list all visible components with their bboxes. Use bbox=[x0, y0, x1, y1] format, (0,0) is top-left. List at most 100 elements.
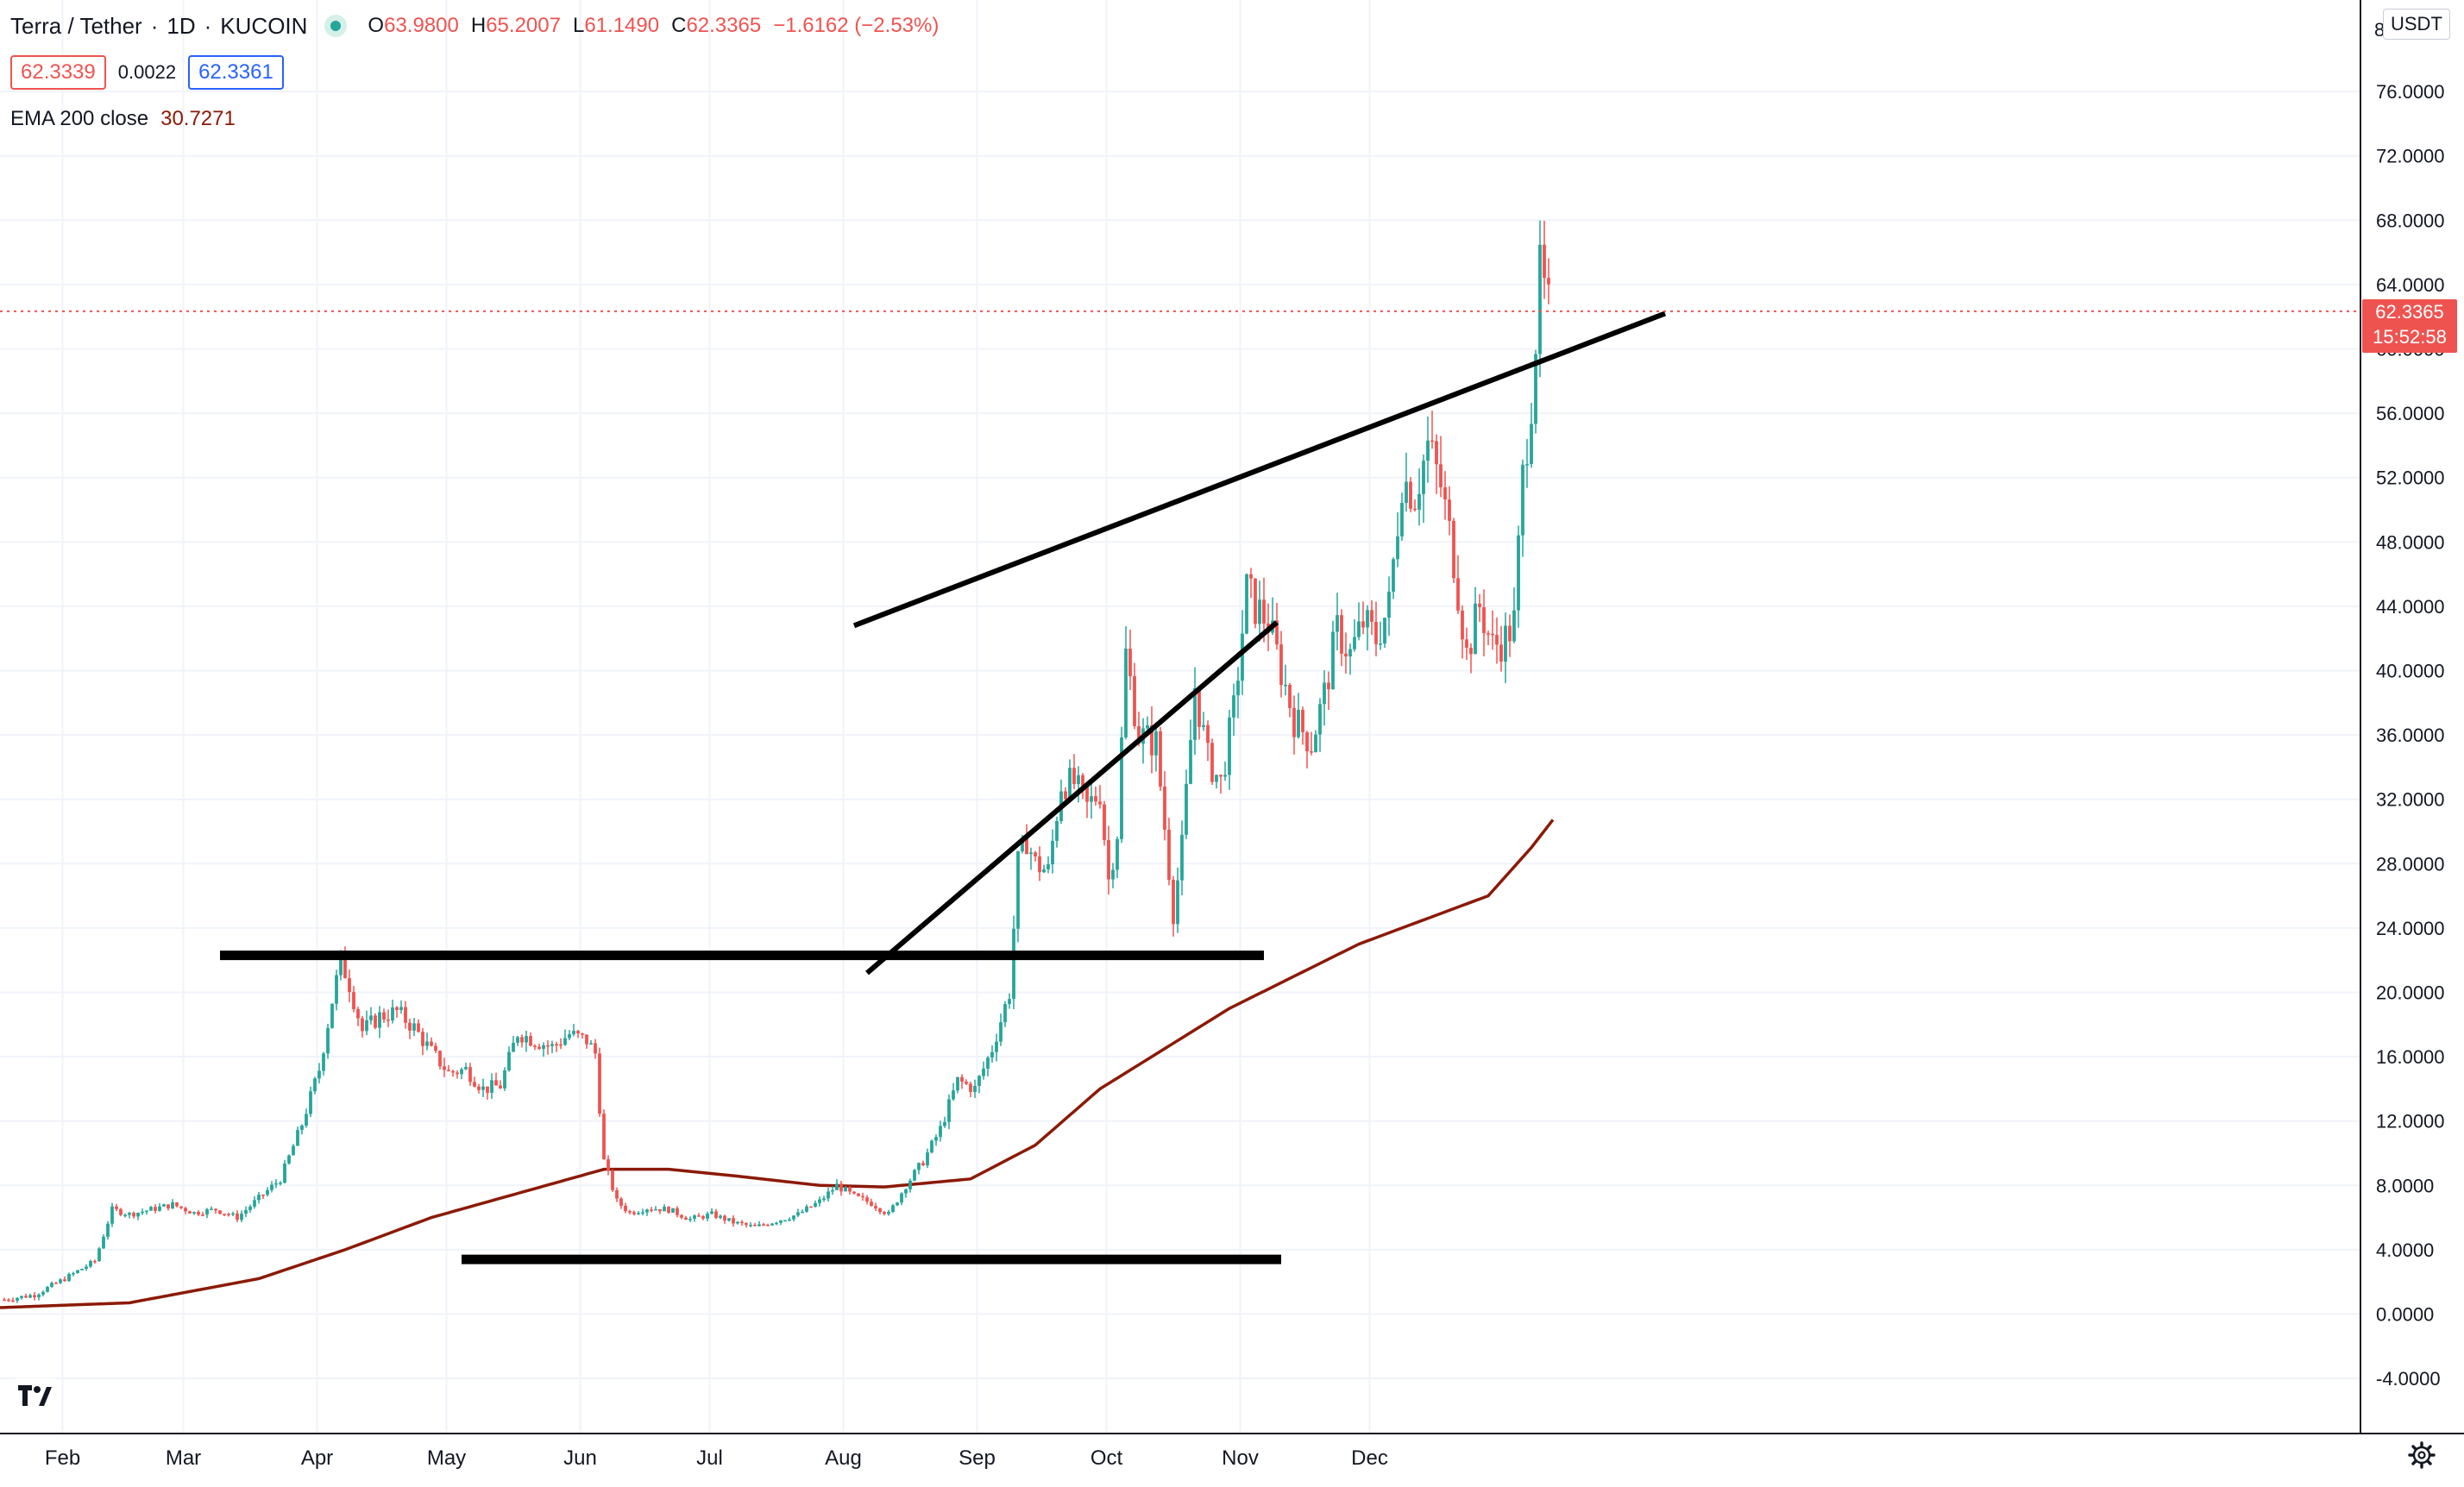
candle-body bbox=[1392, 559, 1395, 592]
candle-body bbox=[395, 1007, 399, 1010]
candle-body bbox=[796, 1212, 800, 1216]
price-tick-label: 0.0000 bbox=[2376, 1304, 2434, 1326]
candle-body bbox=[896, 1202, 899, 1206]
candle-body bbox=[253, 1200, 256, 1207]
upper-channel-trendline[interactable] bbox=[852, 311, 1667, 629]
candle-body bbox=[1154, 731, 1158, 756]
candle-body bbox=[995, 1041, 998, 1052]
candle-body bbox=[1146, 725, 1149, 729]
interval-label[interactable]: 1D bbox=[167, 12, 196, 39]
candle-body bbox=[283, 1163, 286, 1183]
price-tick-label: 72.0000 bbox=[2376, 146, 2445, 167]
candle-body bbox=[1474, 603, 1477, 655]
price-tick-label: 12.0000 bbox=[2376, 1111, 2445, 1133]
candle-body bbox=[28, 1295, 32, 1298]
time-tick-label: Aug bbox=[825, 1446, 862, 1470]
candle-body bbox=[1435, 441, 1438, 465]
price-tick-label: 16.0000 bbox=[2376, 1046, 2445, 1068]
candle-body bbox=[438, 1051, 442, 1067]
candle-body bbox=[270, 1184, 273, 1190]
candle-body bbox=[85, 1266, 88, 1270]
candle-body bbox=[637, 1213, 640, 1214]
change-value: −1.6162 (−2.53%) bbox=[773, 14, 940, 37]
chart-grid bbox=[0, 0, 2360, 1434]
low-key: L bbox=[572, 14, 585, 37]
candle-body bbox=[732, 1218, 735, 1224]
candle-body bbox=[1374, 621, 1378, 644]
ohlc-values: O63.9800 H65.2007 L61.1490 C62.3365 −1.6… bbox=[368, 14, 939, 38]
candle-body bbox=[1469, 647, 1473, 655]
candle-body bbox=[1094, 796, 1097, 802]
candle-body bbox=[317, 1070, 321, 1079]
time-tick-label: Sep bbox=[959, 1446, 996, 1470]
candle-body bbox=[154, 1207, 157, 1211]
candle-body bbox=[921, 1163, 925, 1166]
candle-body bbox=[158, 1206, 161, 1211]
gear-icon[interactable] bbox=[2407, 1440, 2436, 1470]
candle-body bbox=[934, 1137, 938, 1141]
candle-body bbox=[46, 1287, 49, 1292]
candle-body bbox=[1327, 682, 1330, 690]
price-axis[interactable]: -4.0000 0.0000 4.0000 8.0000 12.0000 16.0000 2… bbox=[2360, 0, 2445, 1434]
candle-body bbox=[89, 1260, 92, 1267]
indicator-name[interactable]: EMA 200 close bbox=[10, 107, 149, 130]
buy-price-button[interactable]: 62.3361 bbox=[188, 55, 284, 90]
candle-body bbox=[697, 1215, 701, 1217]
candle-body bbox=[175, 1202, 179, 1207]
candle-body bbox=[1361, 621, 1365, 628]
currency-unit-button[interactable]: USDT bbox=[2383, 9, 2450, 40]
candle-body bbox=[1133, 675, 1136, 726]
candle-body bbox=[658, 1208, 662, 1212]
candle-body bbox=[852, 1191, 856, 1194]
candle-body bbox=[775, 1222, 778, 1225]
candle-body bbox=[619, 1198, 623, 1206]
candle-body bbox=[123, 1214, 127, 1217]
tradingview-logo-icon[interactable] bbox=[12, 1378, 59, 1415]
indicator-legend[interactable]: EMA 200 close 30.7271 bbox=[10, 107, 236, 131]
candle-body bbox=[1232, 695, 1235, 718]
candle-body bbox=[1210, 743, 1214, 782]
candle-body bbox=[568, 1034, 571, 1038]
lower-channel-trendline[interactable] bbox=[865, 620, 1279, 976]
trendline-drawings[interactable] bbox=[220, 311, 1667, 1264]
candle-body bbox=[594, 1043, 597, 1054]
candle-body bbox=[274, 1183, 278, 1185]
candle-body bbox=[1275, 620, 1279, 645]
symbol-name[interactable]: Terra / Tether bbox=[10, 12, 142, 39]
candle-body bbox=[425, 1041, 429, 1046]
candle-body bbox=[736, 1221, 739, 1224]
candle-body bbox=[559, 1044, 563, 1046]
candle-body bbox=[326, 1027, 330, 1054]
candle-body bbox=[434, 1045, 437, 1051]
candle-body bbox=[1491, 633, 1494, 636]
price-tick-label: 68.0000 bbox=[2376, 210, 2445, 231]
candle-body bbox=[1340, 615, 1343, 654]
sell-price-button[interactable]: 62.3339 bbox=[10, 55, 106, 90]
candle-body bbox=[1409, 481, 1412, 509]
time-axis[interactable]: Feb Mar Apr May Jun Jul Aug Sep Oct Nov Dec bbox=[0, 1433, 2464, 1470]
candle-body bbox=[1047, 864, 1050, 869]
candle-body bbox=[136, 1213, 140, 1217]
candle-body bbox=[1357, 621, 1361, 637]
low-value: 61.1490 bbox=[584, 14, 660, 37]
candle-body bbox=[1081, 775, 1084, 787]
candle-body bbox=[917, 1163, 921, 1170]
candle-body bbox=[197, 1212, 200, 1215]
market-status-icon[interactable] bbox=[324, 15, 348, 37]
candle-body bbox=[417, 1023, 420, 1032]
candle-body bbox=[835, 1183, 839, 1190]
candle-body bbox=[145, 1210, 148, 1213]
candle-body bbox=[451, 1070, 455, 1073]
exchange-label[interactable]: KUCOIN bbox=[220, 12, 308, 39]
candle-body bbox=[1016, 851, 1020, 929]
candle-body bbox=[870, 1202, 873, 1207]
candle-body bbox=[227, 1214, 230, 1215]
price-tick-label: 44.0000 bbox=[2376, 596, 2445, 618]
candle-body bbox=[335, 975, 338, 1004]
candle-body bbox=[952, 1090, 955, 1100]
candle-body bbox=[563, 1038, 567, 1045]
candle-body bbox=[1348, 649, 1352, 657]
candle-body bbox=[1103, 804, 1106, 840]
price-tick-label: 28.0000 bbox=[2376, 853, 2445, 875]
